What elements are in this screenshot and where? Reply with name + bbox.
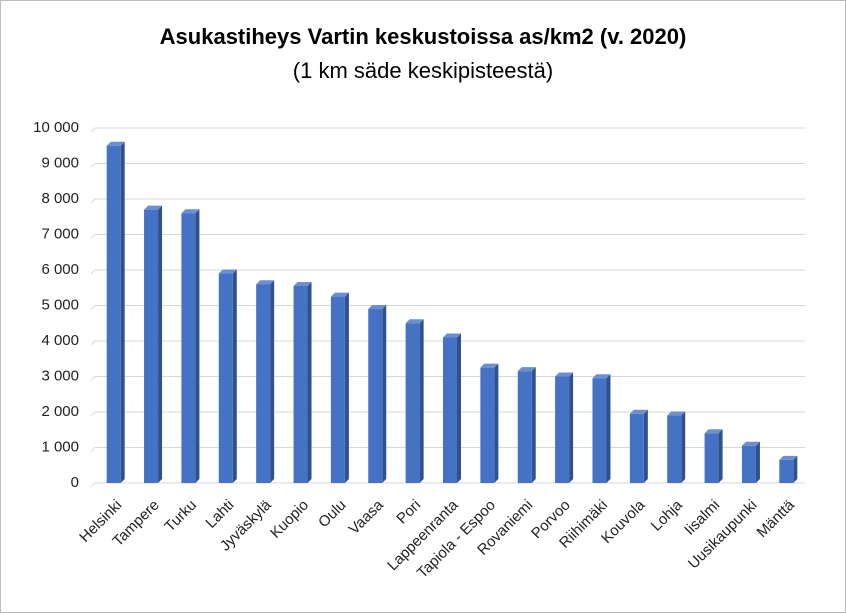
y-tick-label: 8 000 (41, 190, 79, 207)
grid-line (90, 234, 805, 239)
bar (517, 371, 532, 483)
bar-side (344, 292, 349, 483)
y-tick-label: 7 000 (41, 225, 79, 242)
bar-top (517, 367, 536, 372)
bar-top (256, 280, 275, 285)
bar-side (569, 372, 574, 483)
bar-top (443, 333, 461, 338)
bar (368, 309, 383, 483)
bar (741, 445, 756, 483)
y-tick-label: 4 000 (41, 332, 79, 349)
bar (480, 367, 495, 483)
bar-side (531, 367, 536, 483)
bar (144, 209, 159, 483)
grid-line (90, 340, 805, 346)
bar (405, 323, 420, 483)
bar-side (195, 209, 200, 483)
bar (181, 213, 196, 483)
bar-side (419, 319, 424, 483)
y-tick-label: 0 (71, 474, 79, 491)
bar-side (270, 280, 275, 483)
bar-top (218, 269, 237, 274)
grid-line (90, 269, 805, 275)
bar-top (293, 281, 312, 286)
bar (555, 376, 570, 483)
bar-side (307, 281, 312, 483)
bar-top (704, 429, 723, 434)
bar (218, 273, 233, 483)
y-tick-label: 3 000 (41, 367, 79, 384)
bar-top (779, 455, 798, 460)
bar-side (755, 441, 760, 483)
bar-top (741, 441, 760, 446)
bar-side (382, 305, 387, 483)
grid-line (90, 127, 805, 133)
bar-top (181, 209, 200, 214)
bar (779, 459, 794, 483)
grid-line (90, 163, 805, 168)
bar-side (232, 269, 237, 483)
bar-top (629, 409, 648, 414)
y-tick-label: 6 000 (41, 261, 79, 278)
bar (106, 145, 121, 483)
bar (667, 415, 682, 483)
bar-side (718, 429, 723, 483)
grid-line (90, 198, 805, 204)
y-tick-label: 2 000 (41, 403, 79, 420)
bar-top (405, 319, 424, 324)
bar-top (368, 305, 387, 310)
chart-subtitle: (1 km säde keskipisteestä) (293, 58, 553, 83)
bar-side (793, 455, 798, 483)
bar-side (494, 363, 499, 483)
bar-side (457, 333, 461, 483)
bar (256, 284, 271, 483)
bar-top (667, 411, 686, 416)
bar-side (158, 205, 163, 483)
bar (629, 413, 644, 483)
bar-top (592, 374, 611, 379)
grid-line (90, 305, 805, 310)
bar-top (106, 141, 125, 146)
y-tick-label: 5 000 (41, 296, 79, 313)
bar-side (606, 374, 611, 483)
bar (293, 285, 308, 483)
y-tick-label: 10 000 (33, 119, 79, 136)
bar (704, 433, 719, 483)
bar-side (643, 409, 648, 483)
y-tick-label: 1 000 (41, 438, 79, 455)
bar-top (555, 372, 574, 377)
bar-top (330, 292, 349, 297)
bar-top (480, 363, 499, 368)
chart-title: Asukastiheys Vartin keskustoissa as/km2 … (160, 24, 687, 49)
y-tick-label: 9 000 (41, 154, 79, 171)
bar-top (144, 205, 163, 210)
bar-side (120, 141, 125, 483)
bar (330, 296, 345, 483)
bar (592, 378, 607, 483)
bar-side (681, 411, 686, 483)
bar (443, 337, 457, 483)
